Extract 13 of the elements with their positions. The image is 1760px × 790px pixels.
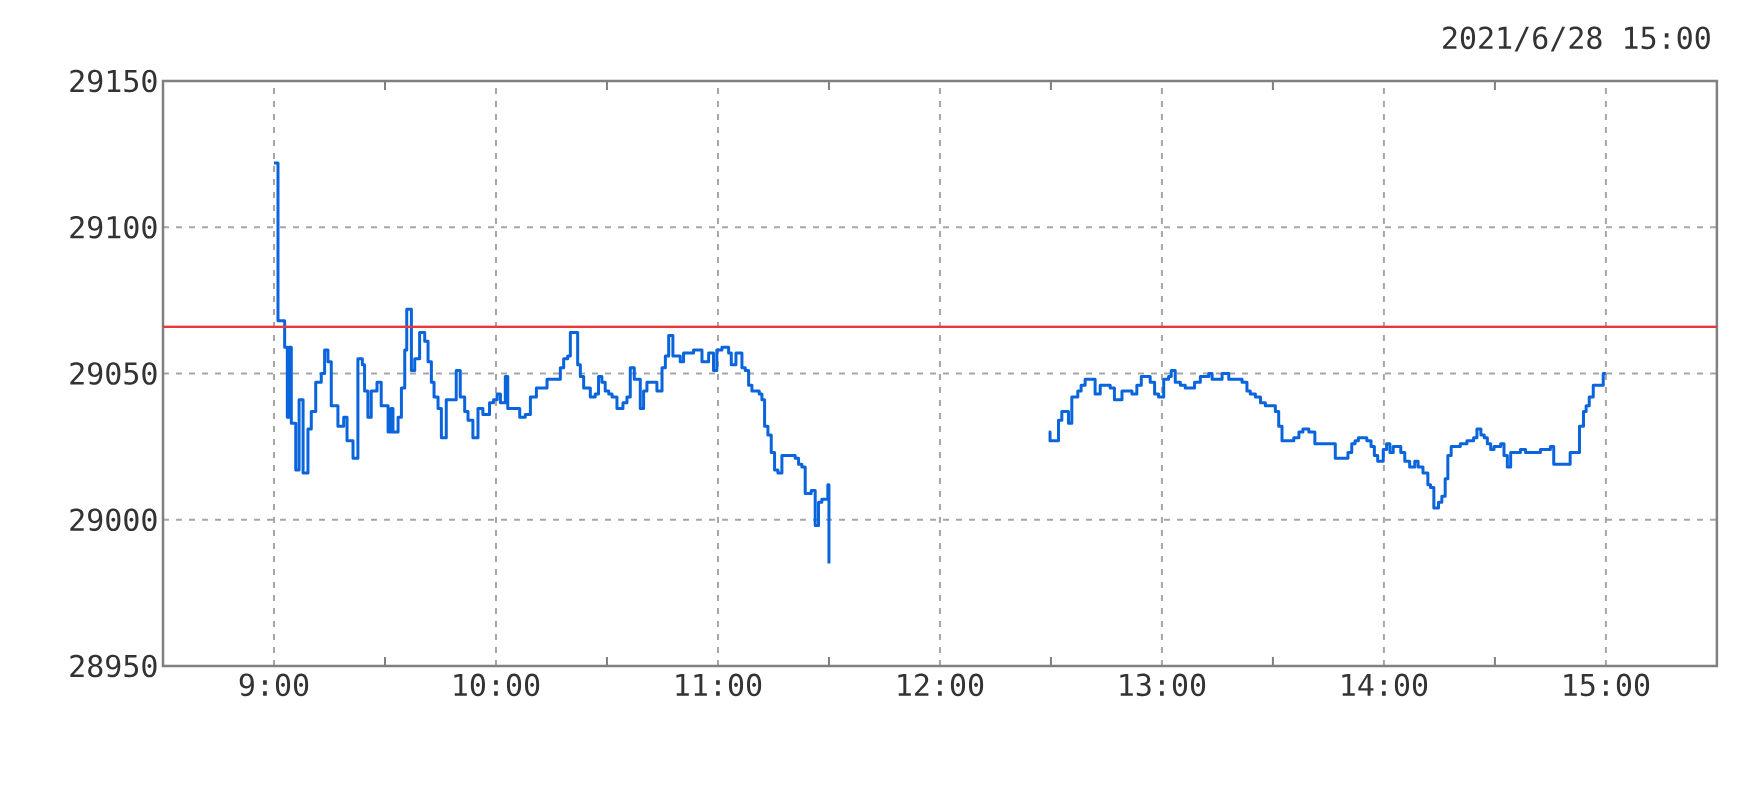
x-tick-label: 15:00 — [1564, 673, 1650, 697]
y-tick-label: 29000 — [70, 508, 157, 532]
x-tick-label: 9:00 — [239, 673, 309, 697]
y-tick-label: 29150 — [70, 69, 157, 93]
text: 2021/6/28 15:00 — [1443, 26, 1710, 52]
x-tick-label: 11:00 — [676, 673, 762, 697]
x-tick-label: 10:00 — [454, 673, 540, 697]
y-tick-label: 29050 — [70, 362, 157, 385]
x-tick-label: 14:00 — [1342, 673, 1428, 697]
x-tick-label: 13:00 — [1120, 673, 1206, 697]
x-tick-label: 12:00 — [898, 673, 984, 697]
y-tick-label: 28950 — [70, 654, 157, 678]
y-tick-label: 29100 — [70, 215, 157, 239]
